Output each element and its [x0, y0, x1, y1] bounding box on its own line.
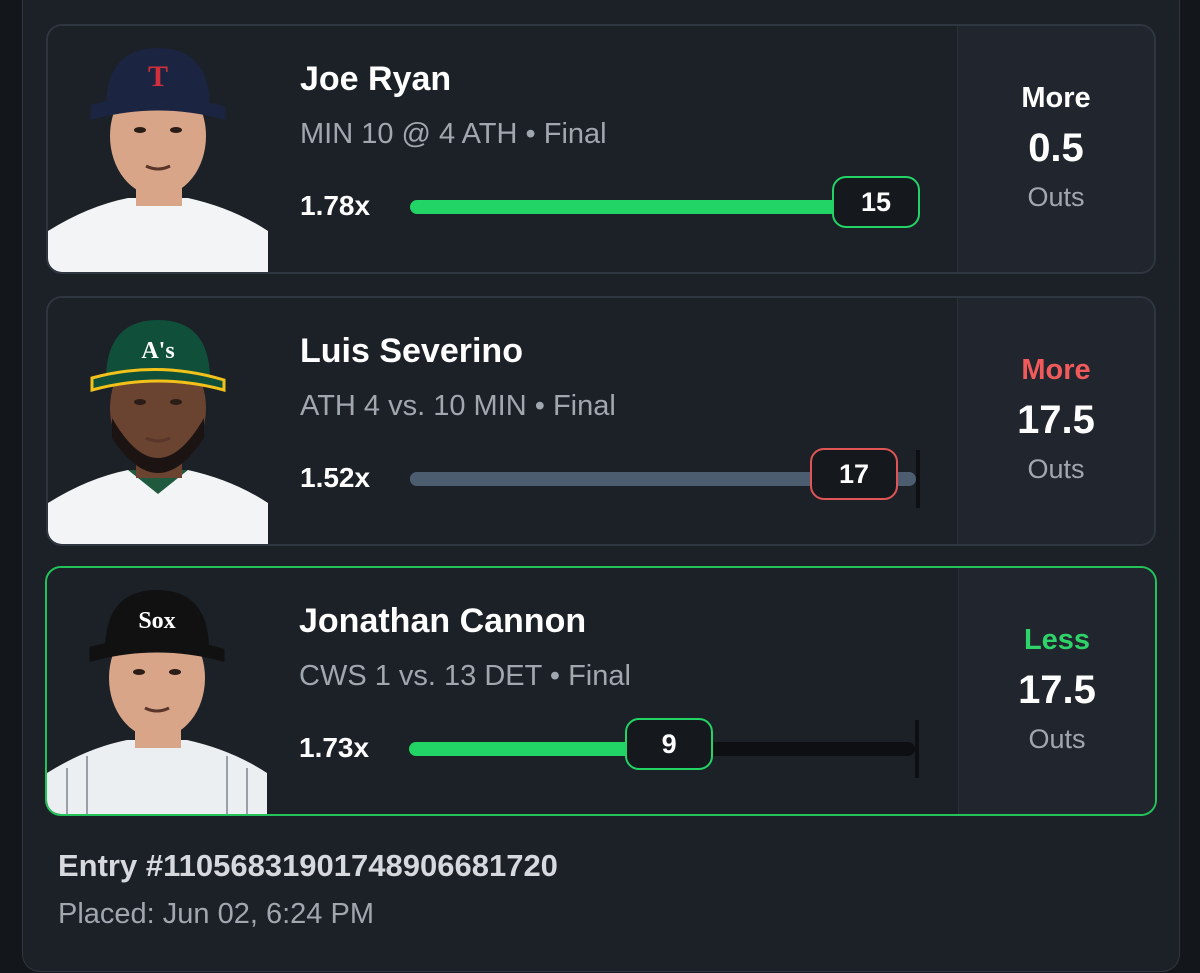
player-name: Luis Severino	[300, 332, 523, 370]
payout-multiplier: 1.78x	[300, 190, 371, 221]
pick-direction: More	[1021, 354, 1091, 386]
player-photo: Sox	[47, 568, 267, 814]
line-marker	[916, 450, 920, 508]
progress-fill	[410, 472, 901, 486]
player-headshot-icon: Sox	[47, 590, 267, 814]
game-status: CWS 1 vs. 13 DET • Final	[299, 660, 631, 692]
stat-type: Outs	[1027, 454, 1085, 484]
result-pill: 9	[625, 718, 714, 770]
pick-direction: Less	[1023, 624, 1091, 656]
placed-timestamp: Placed: Jun 02, 6:24 PM	[58, 898, 374, 930]
pick-direction: More	[1021, 82, 1091, 114]
pick-card[interactable]: T Joe Ryan MIN 10 @ 4 ATH • Final 1.78x 15 M…	[46, 24, 1156, 274]
payout-multiplier: 1.73x	[299, 732, 370, 763]
pick-card[interactable]: Sox Jonathan Cannon CWS 1 vs. 13 DET • Fi…	[45, 566, 1157, 816]
player-photo: A's	[48, 298, 268, 544]
svg-text:A's: A's	[141, 338, 174, 364]
player-name: Joe Ryan	[300, 60, 452, 98]
progress-fill	[409, 742, 670, 756]
player-photo: T	[48, 26, 268, 272]
progress-track: 9	[409, 718, 919, 778]
projection-line: 0.5	[1028, 126, 1084, 170]
result-pill: 15	[832, 176, 920, 228]
svg-text:Sox: Sox	[138, 608, 175, 634]
progress-track: 15	[410, 176, 920, 228]
player-headshot-icon: A's	[48, 320, 268, 544]
player-name: Jonathan Cannon	[299, 602, 587, 640]
game-status: MIN 10 @ 4 ATH • Final	[300, 118, 607, 150]
game-status: ATH 4 vs. 10 MIN • Final	[300, 390, 616, 422]
progress-track: 17	[410, 448, 920, 508]
progress-fill	[410, 200, 916, 214]
result-pill: 17	[810, 448, 898, 500]
projection-panel: Less 17.5 Outs	[958, 568, 1155, 814]
payout-multiplier: 1.52x	[300, 462, 371, 493]
player-headshot-icon: T	[48, 48, 268, 272]
stat-type: Outs	[1027, 182, 1085, 212]
projection-panel: More 17.5 Outs	[957, 298, 1154, 544]
projection-panel: More 0.5 Outs	[957, 26, 1154, 272]
svg-text:T: T	[148, 60, 168, 93]
entry-id: Entry #11056831901748906681720	[58, 848, 558, 883]
line-marker	[915, 720, 919, 778]
projection-line: 17.5	[1018, 668, 1096, 712]
stat-type: Outs	[1028, 724, 1086, 754]
pick-card[interactable]: A's Luis Severino ATH 4 vs. 10 MIN • Fina…	[46, 296, 1156, 546]
projection-line: 17.5	[1017, 398, 1095, 442]
